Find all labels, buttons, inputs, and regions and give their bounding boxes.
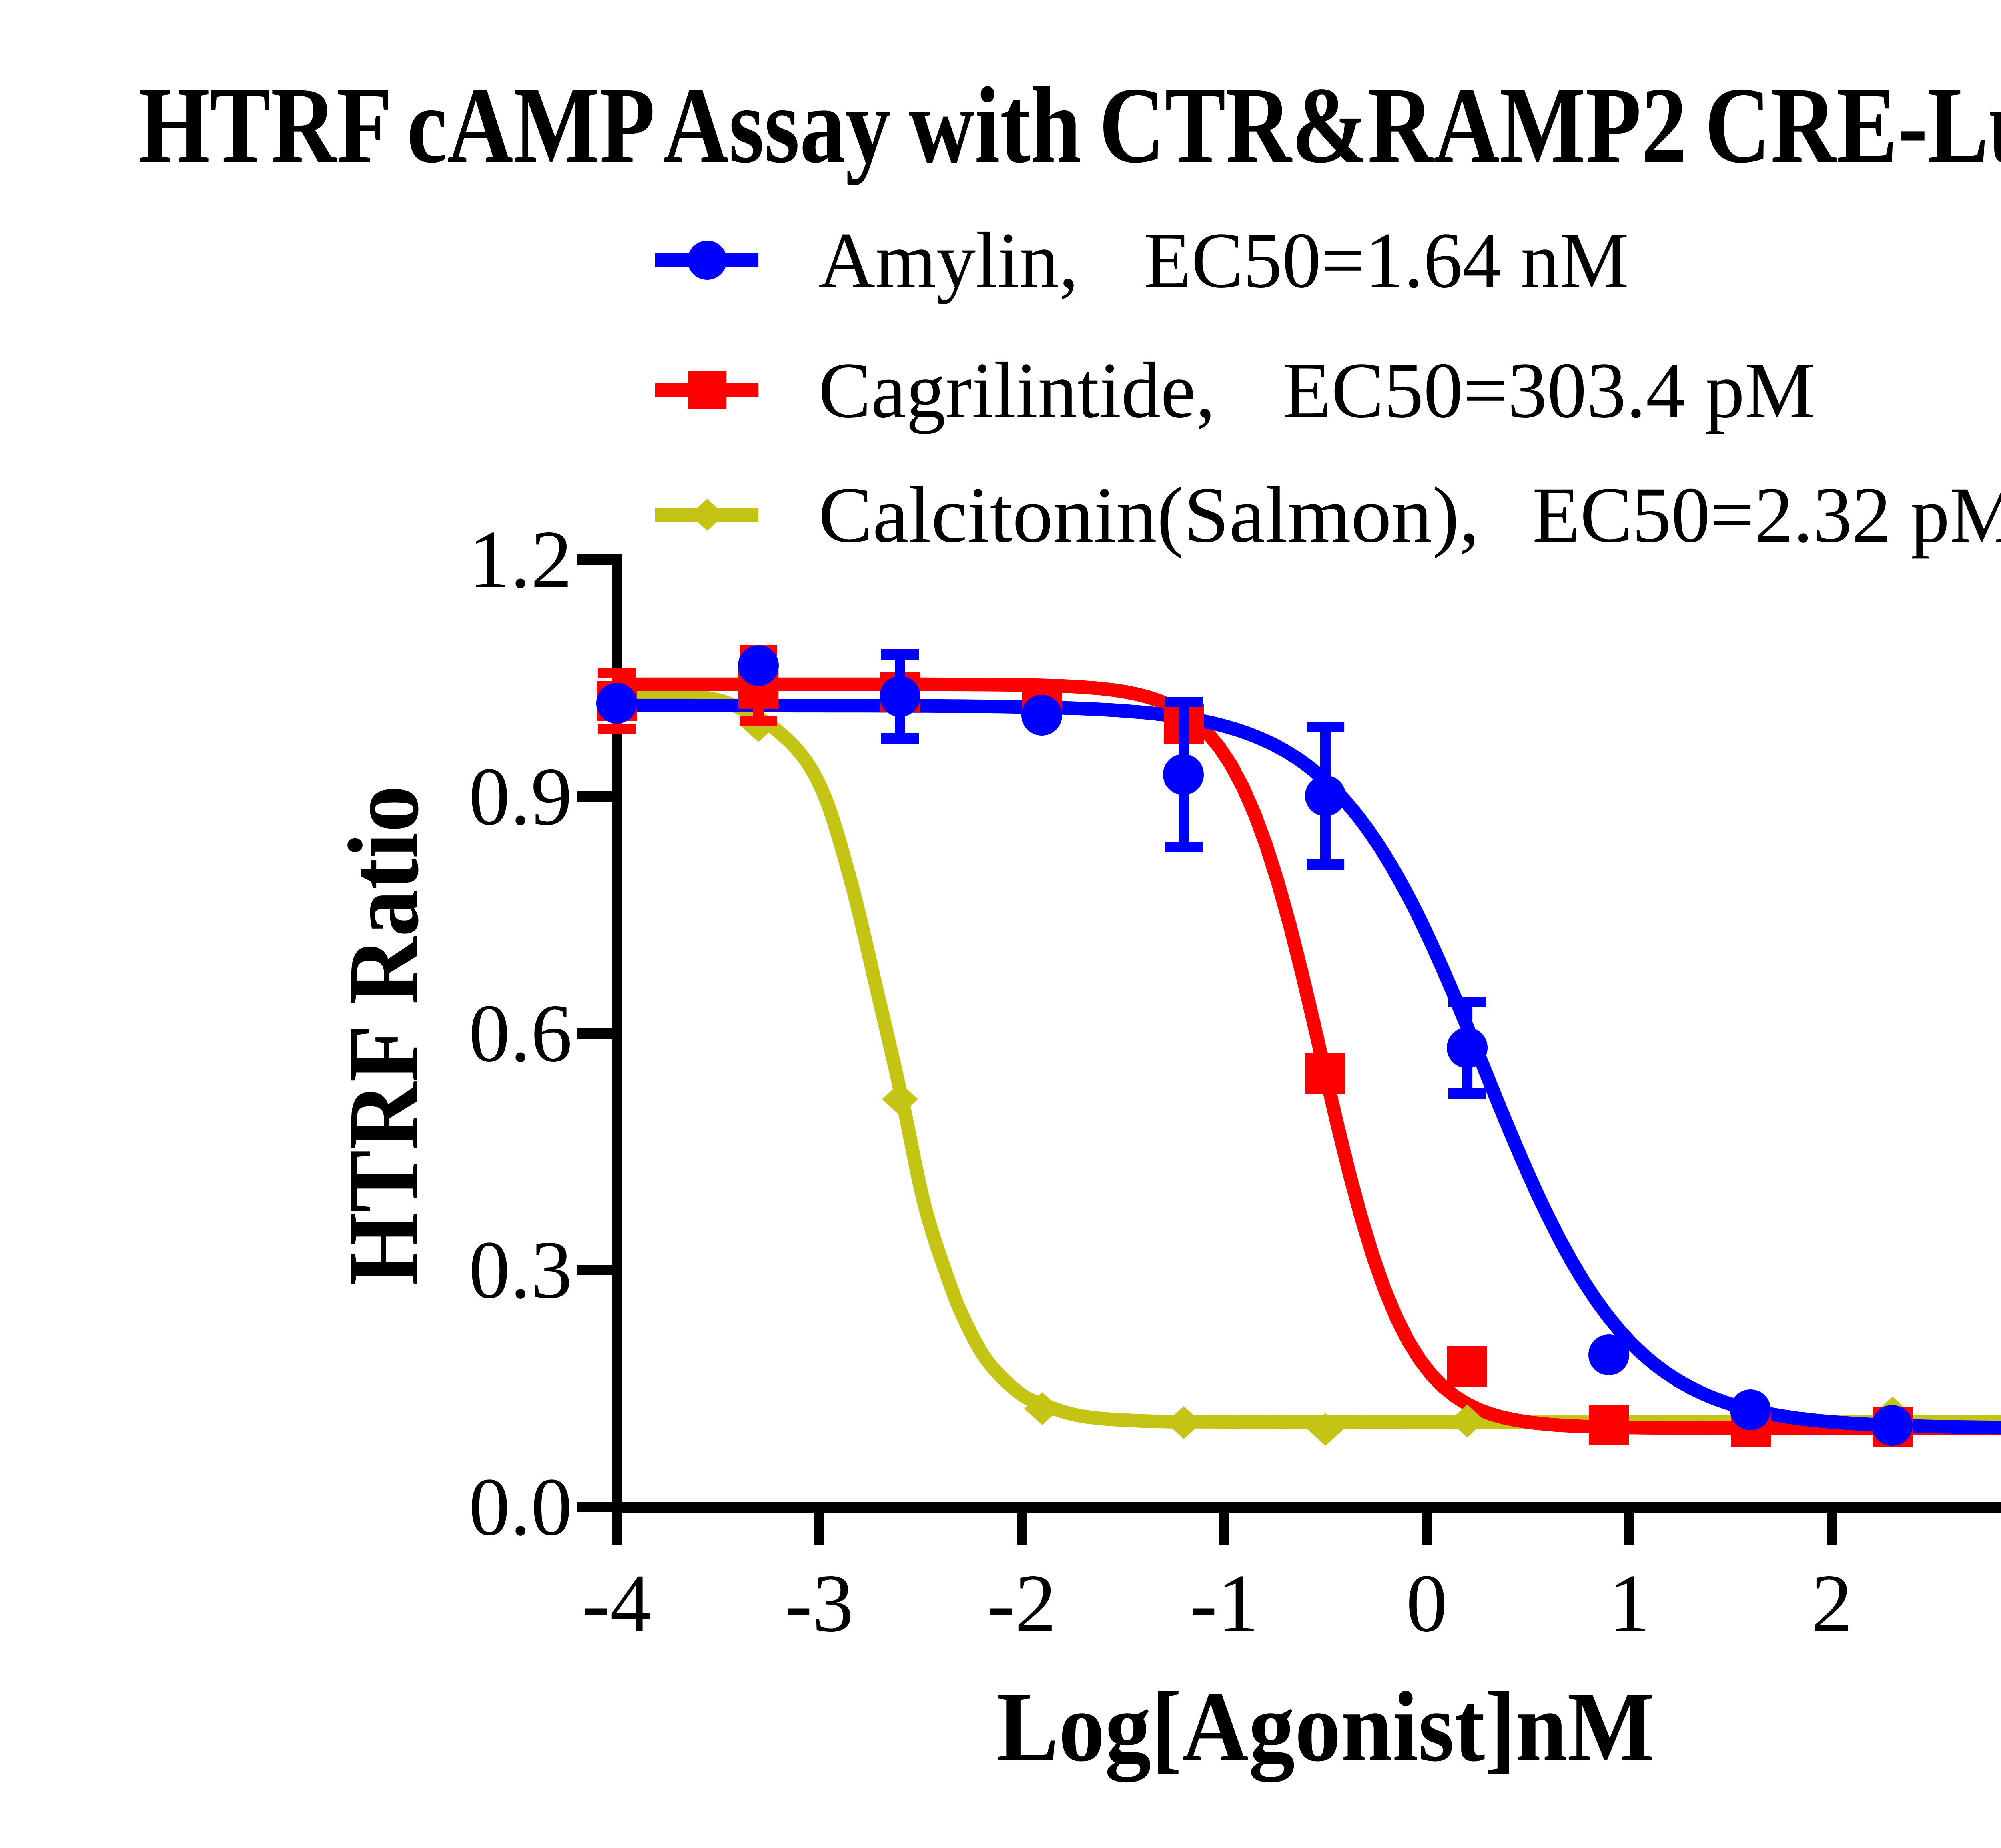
- svg-text:-3: -3: [785, 1557, 854, 1649]
- svg-text:HTRF Ratio: HTRF Ratio: [327, 785, 439, 1286]
- svg-text:2: 2: [1811, 1557, 1853, 1649]
- svg-text:-2: -2: [987, 1557, 1056, 1649]
- svg-text:0: 0: [1406, 1557, 1448, 1649]
- svg-text:Amylin,: Amylin,: [818, 217, 1079, 305]
- svg-text:Calcitonin(Salmon),: Calcitonin(Salmon),: [818, 471, 1480, 559]
- svg-text:0.3: 0.3: [469, 1224, 572, 1316]
- svg-text:0.6: 0.6: [469, 987, 572, 1079]
- svg-text:0.9: 0.9: [469, 750, 572, 842]
- svg-text:EC50=1.64 nM: EC50=1.64 nM: [1144, 217, 1629, 305]
- svg-text:1.2: 1.2: [469, 514, 572, 605]
- svg-text:0.0: 0.0: [469, 1461, 572, 1553]
- svg-text:Log[Agonist]nM: Log[Agonist]nM: [997, 1671, 1654, 1782]
- svg-text:-1: -1: [1190, 1557, 1259, 1649]
- svg-text:EC50=2.32 pM: EC50=2.32 pM: [1532, 471, 2001, 559]
- svg-text:EC50=303.4 pM: EC50=303.4 pM: [1283, 347, 1815, 435]
- svg-text:1: 1: [1608, 1557, 1650, 1649]
- svg-text:HTRF cAMP Assay with CTR&RAMP2: HTRF cAMP Assay with CTR&RAMP2 CRE-Luc C…: [139, 65, 2001, 186]
- svg-text:Cagrilintide,: Cagrilintide,: [818, 347, 1215, 435]
- svg-text:-4: -4: [582, 1557, 651, 1649]
